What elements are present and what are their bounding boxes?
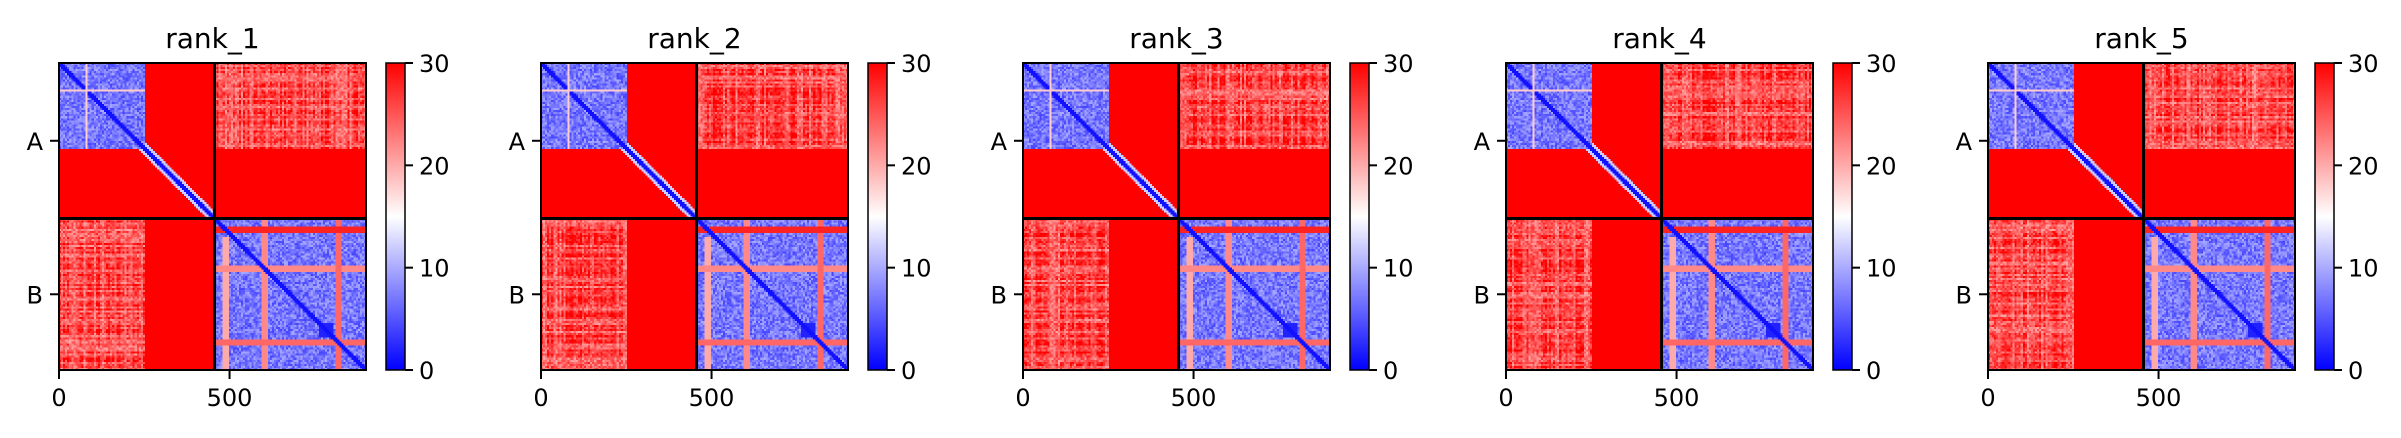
colorbar-tick-label: 0	[419, 357, 434, 385]
heatmap-image	[1023, 63, 1330, 370]
colorbar-tick-label: 30	[1866, 50, 1897, 78]
x-tick-label: 500	[207, 384, 253, 412]
colorbar-tick-label: 10	[419, 255, 450, 283]
x-tick-label: 500	[689, 384, 735, 412]
panel-5: rank_5 0 500 A B 0 10 20 30	[1956, 22, 2379, 412]
x-tick-label: 0	[1498, 384, 1513, 412]
x-tick-label: 500	[2136, 384, 2182, 412]
y-tick-label: B	[991, 281, 1007, 309]
colorbar-tick-label: 20	[419, 152, 450, 180]
colorbar-tick-label: 30	[2348, 50, 2379, 78]
y-tick-label: A	[509, 128, 526, 156]
colorbar-tick-label: 10	[901, 255, 932, 283]
colorbar-tick-label: 30	[1383, 50, 1414, 78]
y-tick-label: B	[1474, 281, 1490, 309]
colorbar-tick-label: 10	[2348, 255, 2379, 283]
y-tick-label: B	[27, 281, 43, 309]
panel-title: rank_5	[2094, 22, 2188, 55]
colorbar-tick-label: 20	[2348, 152, 2379, 180]
panel-4: rank_4 0 500 A B 0 10 20 30	[1474, 22, 1897, 412]
y-tick-label: A	[1956, 128, 1973, 156]
colorbar-tick-label: 20	[1383, 152, 1414, 180]
panel-title: rank_2	[647, 22, 741, 55]
colorbar	[1832, 62, 1853, 371]
colorbar-tick-label: 0	[2348, 357, 2363, 385]
x-tick-label: 0	[533, 384, 548, 412]
axes-frame	[58, 62, 367, 371]
colorbar-tick-label: 30	[419, 50, 450, 78]
panel-2: rank_2 0 500 A B 0 10 20 30	[509, 22, 932, 412]
colorbar-tick-label: 0	[901, 357, 916, 385]
x-tick-label: 0	[1980, 384, 1995, 412]
colorbar	[1349, 62, 1370, 371]
x-tick-label: 0	[1015, 384, 1030, 412]
colorbar	[2314, 62, 2335, 371]
axes-frame	[1505, 62, 1814, 371]
y-tick-label: B	[1956, 281, 1972, 309]
axes-frame	[1022, 62, 1331, 371]
panel-1: rank_1 0 500 A B 0 10 20 30	[27, 22, 450, 412]
panel-title: rank_1	[165, 22, 259, 55]
colorbar	[385, 62, 406, 371]
heatmap-image	[1988, 63, 2295, 370]
y-tick-label: A	[1474, 128, 1491, 156]
colorbar-tick-label: 20	[1866, 152, 1897, 180]
colorbar-tick-label: 10	[1383, 255, 1414, 283]
x-tick-label: 500	[1654, 384, 1700, 412]
axes-frame	[1987, 62, 2296, 371]
colorbar	[867, 62, 888, 371]
x-tick-label: 500	[1171, 384, 1217, 412]
panel-3: rank_3 0 500 A B 0 10 20 30	[991, 22, 1414, 412]
y-tick-label: B	[509, 281, 525, 309]
colorbar-tick-label: 10	[1866, 255, 1897, 283]
y-tick-label: A	[991, 128, 1008, 156]
heatmap-image	[1506, 63, 1813, 370]
panel-title: rank_4	[1612, 22, 1706, 55]
colorbar-tick-label: 30	[901, 50, 932, 78]
colorbar-tick-label: 0	[1383, 357, 1398, 385]
heatmap-image	[59, 63, 366, 370]
axes-frame	[540, 62, 849, 371]
colorbar-tick-label: 20	[901, 152, 932, 180]
x-tick-label: 0	[51, 384, 66, 412]
colorbar-tick-label: 0	[1866, 357, 1881, 385]
y-tick-label: A	[27, 128, 44, 156]
heatmap-image	[541, 63, 848, 370]
panel-title: rank_3	[1129, 22, 1223, 55]
